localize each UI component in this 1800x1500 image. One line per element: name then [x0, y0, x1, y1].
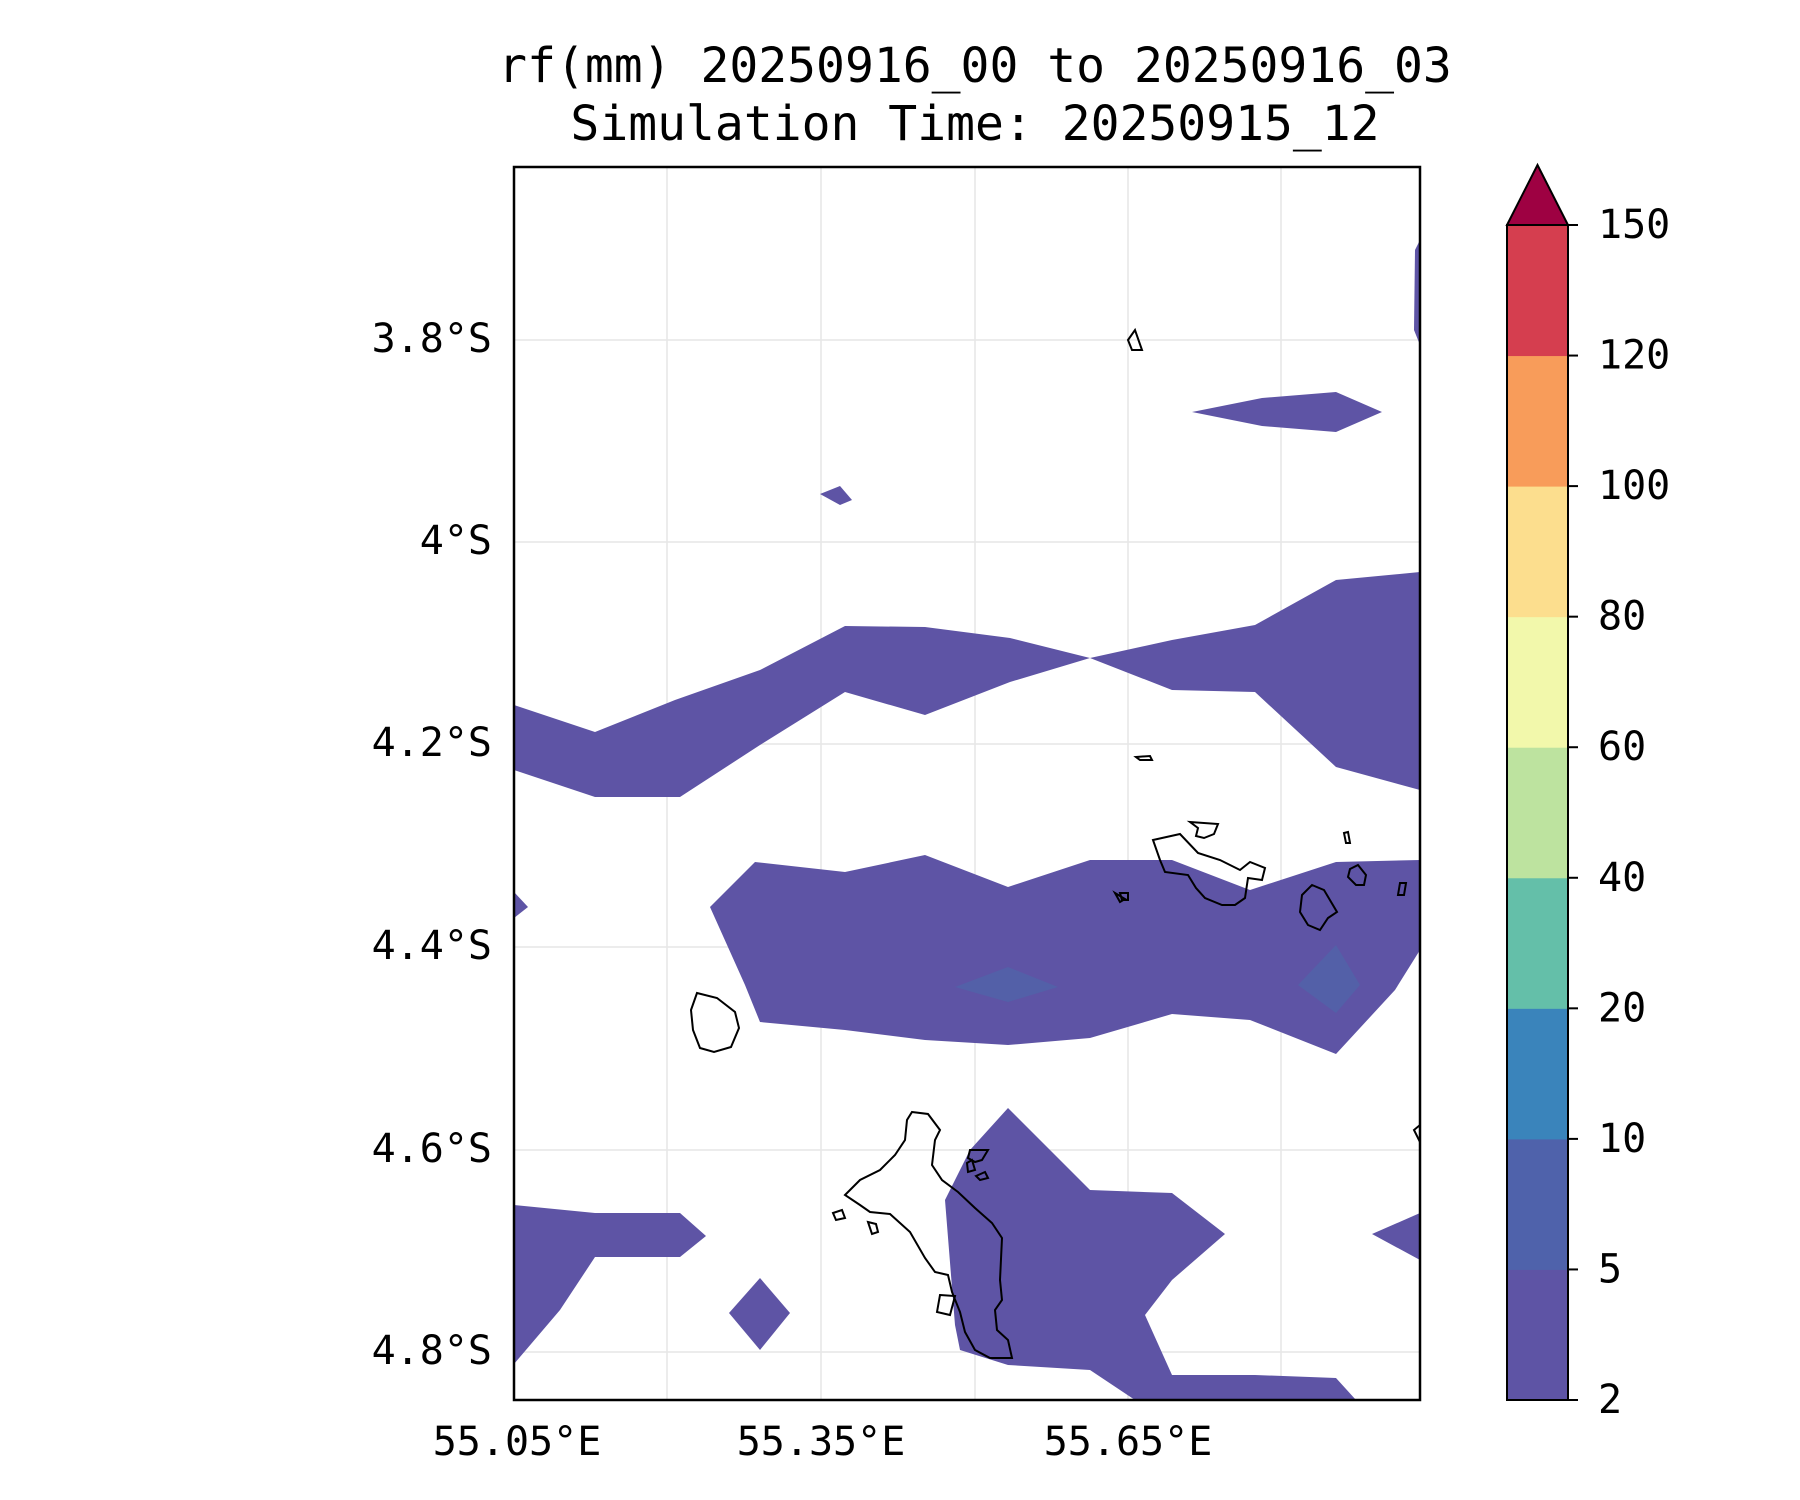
colorbar-tick-label: 80 [1598, 594, 1646, 640]
colorbar-tick-label: 150 [1598, 202, 1670, 248]
map-title-line2: Simulation Time: 20250915_12 [570, 96, 1380, 152]
colorbar-segment [1507, 1138, 1568, 1270]
coast-island [1186, 820, 1220, 840]
coast-island [965, 1158, 977, 1174]
rain-patch [514, 572, 1420, 797]
x-axis-labels: 55.05°E 55.35°E 55.65°E [433, 1419, 1213, 1465]
colorbar-segment [1507, 877, 1568, 1009]
colorbar-segment [1507, 616, 1568, 748]
coast-island [866, 1220, 880, 1236]
map-frame [512, 165, 1422, 1402]
rain-patch [1414, 240, 1420, 345]
coast-island [1298, 883, 1339, 932]
rain-patch [729, 1278, 790, 1350]
y-tick-label: 4.6°S [372, 1126, 492, 1172]
x-tick-label: 55.35°E [737, 1419, 906, 1465]
coast-island [843, 1110, 1014, 1359]
rainfall-contours [514, 240, 1420, 1400]
map-plot-area [514, 167, 1420, 1400]
colorbar-tick-label: 5 [1598, 1246, 1622, 1292]
colorbar-tick-label: 60 [1598, 724, 1646, 770]
y-tick-label: 4°S [420, 518, 492, 564]
coast-island [935, 1293, 957, 1317]
rain-patch [1192, 392, 1382, 432]
coast-island [831, 1208, 847, 1222]
colorbar: 2 5 10 20 40 60 80 100 120 150 [1505, 162, 1670, 1423]
rainfall-contours-5mm [955, 945, 1360, 1013]
coastlines [689, 327, 1420, 1359]
colorbar-tick-label: 100 [1598, 463, 1670, 509]
colorbar-outline [1506, 224, 1569, 1401]
colorbar-segment [1507, 355, 1568, 487]
coast-island [1112, 890, 1127, 904]
coast-island [1126, 327, 1144, 351]
colorbar-tick-label: 20 [1598, 985, 1646, 1031]
colorbar-segment [1507, 486, 1568, 618]
coast-island [1396, 882, 1408, 896]
rain-patch [945, 1108, 1356, 1400]
colorbar-tick-label: 120 [1598, 333, 1670, 379]
colorbar-segment [1507, 747, 1568, 879]
coast-island [1151, 832, 1267, 906]
coast-island [1133, 754, 1154, 761]
rain-patch [514, 892, 528, 918]
coast-island [1412, 1123, 1420, 1143]
colorbar-segment [1507, 225, 1568, 357]
y-tick-label: 4.2°S [372, 720, 492, 766]
y-tick-label: 4.4°S [372, 923, 492, 969]
rain-patch-5mm [955, 967, 1058, 1002]
rain-patch-5mm [1298, 945, 1360, 1013]
colorbar-segment [1507, 1269, 1568, 1401]
rain-patch [514, 1205, 706, 1364]
coast-island [966, 1149, 990, 1164]
y-tick-label: 4.8°S [372, 1328, 492, 1374]
coast-island [1342, 830, 1352, 844]
map-title-line1: rf(mm) 20250916_00 to 20250916_03 [498, 38, 1452, 94]
x-tick-label: 55.05°E [433, 1419, 602, 1465]
coast-island [689, 991, 741, 1054]
colorbar-tick-label: 10 [1598, 1116, 1646, 1162]
colorbar-segment [1507, 1008, 1568, 1140]
colorbar-extend-triangle [1505, 162, 1570, 226]
coast-island [1346, 863, 1368, 886]
rain-patch [710, 855, 1420, 1054]
y-tick-label: 3.8°S [372, 316, 492, 362]
y-axis-labels: 3.8°S 4°S 4.2°S 4.4°S 4.6°S 4.8°S [372, 316, 492, 1374]
x-tick-label: 55.65°E [1044, 1419, 1213, 1465]
colorbar-tick-label: 40 [1598, 855, 1646, 901]
rain-patch [1372, 1213, 1420, 1260]
colorbar-tick-label: 2 [1598, 1377, 1622, 1423]
coast-island [974, 1170, 990, 1182]
rain-patch [820, 486, 852, 505]
